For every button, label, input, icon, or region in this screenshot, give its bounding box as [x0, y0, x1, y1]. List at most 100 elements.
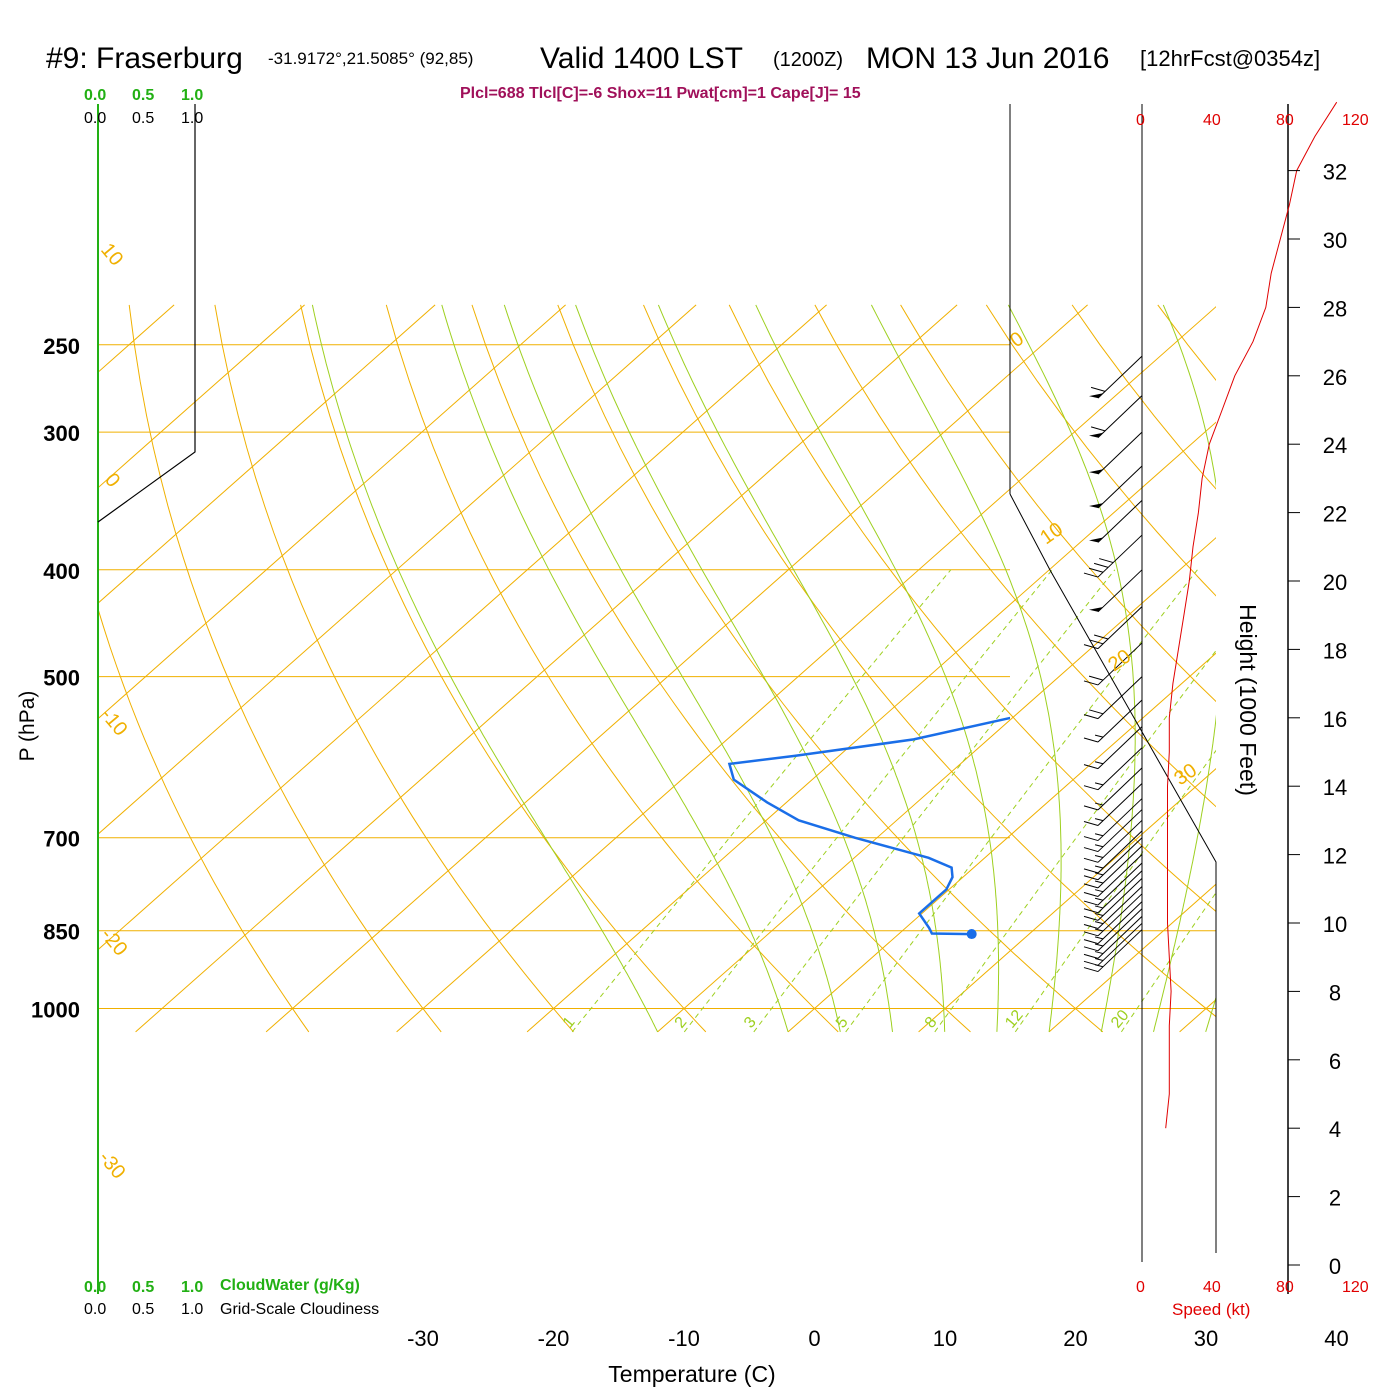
height-tick-label: 30: [1323, 228, 1347, 253]
dry-adiabat-line: [900, 304, 1216, 703]
height-tick-label: 12: [1323, 844, 1347, 869]
wind-barb: [1083, 798, 1143, 842]
dry-adiabat-line: [128, 304, 442, 1033]
dewpoint-line: [727, 716, 1010, 936]
speed-tick: 80: [1276, 1279, 1294, 1296]
isotherm-label: 10: [1036, 518, 1067, 549]
station-title: #9: Fraserburg: [46, 42, 243, 75]
isotherm-line: [787, 652, 1216, 1033]
mixing-ratio-label: 8: [922, 1014, 941, 1032]
isotherm-line: [657, 537, 1216, 1033]
wind-barb: [1083, 726, 1143, 770]
mixing-ratio-label: 3: [741, 1014, 760, 1032]
wind-barb: [1083, 845, 1143, 889]
dry-adiabat-line: [643, 304, 1216, 1018]
x-tick-label: 30: [1194, 1326, 1218, 1351]
isotherm-label: -20: [96, 924, 131, 960]
wind-barb: [1083, 837, 1143, 881]
cloud-axis: [97, 104, 196, 1294]
sounding-profiles: [727, 716, 1010, 940]
cloud-water-label: CloudWater (g/Kg): [220, 1277, 360, 1294]
mixing-ratio-line: [845, 569, 1198, 1033]
cloudiness-tick-top: 0.5: [132, 110, 154, 127]
wind-barb: [1089, 569, 1143, 613]
cloudiness-tick: 0.5: [132, 1301, 154, 1318]
speed-profile: [1165, 101, 1338, 1129]
speed-tick: 0: [1136, 1279, 1145, 1296]
wind-barb: [1089, 431, 1143, 475]
isotherm-label: -10: [96, 704, 131, 740]
wind-barb: [1083, 893, 1143, 937]
moist-adiabat-line: [503, 304, 841, 1033]
wind-barb: [1083, 534, 1143, 578]
forecast-info: [12hrFcst@0354z]: [1140, 46, 1320, 71]
cloudiness-tick: 0.0: [84, 1301, 106, 1318]
x-tick-label: 20: [1063, 1326, 1087, 1351]
wind-barb: [1083, 747, 1143, 791]
isotherm-line: [98, 304, 827, 951]
x-tick-label: -30: [407, 1326, 439, 1351]
x-tick-label: -10: [668, 1326, 700, 1351]
wind-barb: [1089, 355, 1143, 399]
wind-barb: [1089, 500, 1143, 543]
isotherm-line: [396, 306, 1216, 1033]
wind-barb: [1083, 916, 1143, 959]
y-tick-label: 300: [43, 421, 80, 446]
x-axis-title: Temperature (C): [608, 1361, 775, 1387]
speed-tick: 120: [1342, 1279, 1369, 1296]
frame-edge: [1009, 493, 1217, 1253]
x-tick-label: 10: [933, 1326, 957, 1351]
wind-barb: [1083, 699, 1143, 743]
dry-adiabat-line: [1244, 305, 1400, 1032]
mixing-ratio-label: 20: [1108, 1007, 1133, 1032]
y-tick-label: 700: [43, 827, 80, 852]
y-axis-title: P (hPa): [16, 691, 39, 762]
mixing-ratio-line: [753, 569, 1116, 1033]
height-axis-title: Height (1000 Feet): [1235, 604, 1261, 796]
axes-labels: 1 2 3 5 8 12 20-30 -20 -10 0 10 20 30 402503004005007…: [31, 160, 1349, 1351]
dry-adiabat-line: [985, 304, 1216, 597]
zulu-time: (1200Z): [773, 49, 843, 71]
isotherm-line: [98, 304, 305, 489]
background-grid: [98, 304, 1400, 1033]
isotherm-label: 10: [96, 239, 127, 270]
wind-barb: [1083, 901, 1143, 945]
isotherm-line: [265, 304, 1088, 1033]
dry-adiabat-line: [814, 304, 1216, 808]
height-tick-label: 4: [1329, 1117, 1341, 1142]
moist-adiabat-line: [1205, 995, 1216, 1033]
cloud-water-tick: 1.0: [181, 1279, 203, 1296]
cloudiness-tick-top: 0.0: [84, 110, 106, 127]
moist-adiabat-line: [1153, 304, 1216, 1033]
speed-tick: 40: [1203, 1279, 1221, 1296]
mixing-ratio-line: [683, 569, 1053, 1033]
speed-tick-top: 40: [1203, 112, 1221, 129]
speed-tick-top: 80: [1276, 112, 1294, 129]
speed-line: [1165, 101, 1338, 1129]
isotherm-line: [98, 304, 436, 604]
isotherm-line: [98, 304, 175, 373]
dry-adiabat-line: [471, 304, 971, 1033]
moist-adiabat-line: [575, 304, 893, 1032]
wind-barb: [1083, 767, 1143, 811]
forecast-date: MON 13 Jun 2016: [866, 42, 1109, 75]
height-tick-label: 6: [1329, 1049, 1341, 1074]
wind-barb: [1083, 886, 1143, 929]
y-tick-label: 400: [43, 559, 80, 584]
wind-barb: [1083, 878, 1143, 921]
height-tick-label: 14: [1323, 775, 1347, 800]
x-tick-label: 0: [808, 1326, 820, 1351]
wind-barb: [1083, 870, 1143, 914]
surface-dewpoint-point: [966, 929, 977, 940]
dry-adiabat-line: [214, 304, 574, 1033]
height-tick-label: 2: [1329, 1186, 1341, 1211]
height-tick-label: 32: [1323, 160, 1347, 185]
speed-tick-top: 120: [1342, 112, 1369, 129]
speed-tick-top: 0: [1136, 112, 1145, 129]
station-coords: -31.9172°,21.5085° (92,85): [268, 49, 473, 68]
isotherm-line: [98, 304, 697, 835]
moist-adiabat-line: [870, 304, 1062, 1032]
height-tick-label: 24: [1323, 433, 1347, 458]
height-tick-label: 22: [1323, 502, 1347, 527]
